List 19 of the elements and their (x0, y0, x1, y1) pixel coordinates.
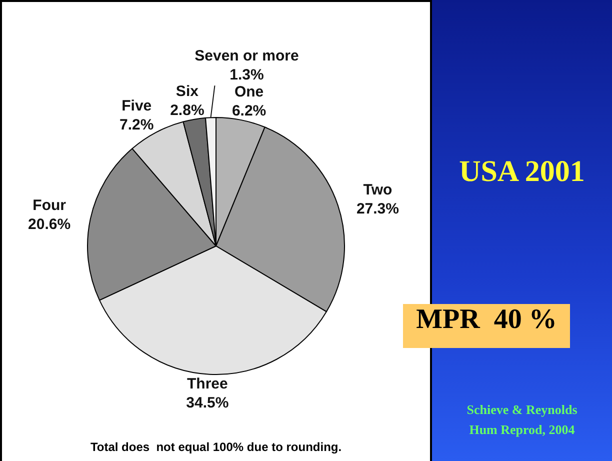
slice-label: Three (186, 375, 228, 392)
slice-label: Four (32, 197, 66, 214)
data-label: 6.2% (232, 102, 266, 120)
data-label: 27.3% (356, 200, 399, 218)
data-label: 2.8% (170, 102, 204, 119)
text: Total does not equal 100% due to rounding. (89, 440, 343, 454)
data-label: 1.3% (230, 66, 264, 84)
data-label: 20.6% (28, 216, 71, 234)
text: MPR 40 % (403, 304, 570, 348)
slice-label: Seven or more (194, 48, 299, 65)
slice-label: Six (176, 82, 200, 100)
slice-label: Two (363, 181, 392, 198)
data-label: 7.2% (120, 116, 154, 134)
slice-label: Five (122, 98, 152, 115)
slice-label: One (234, 83, 264, 100)
data-label: 34.5% (186, 394, 229, 412)
text: Schieve & Reynolds (466, 401, 578, 419)
text: USA 2001 (458, 155, 586, 189)
text: Hum Reprod, 2004 (468, 421, 576, 439)
